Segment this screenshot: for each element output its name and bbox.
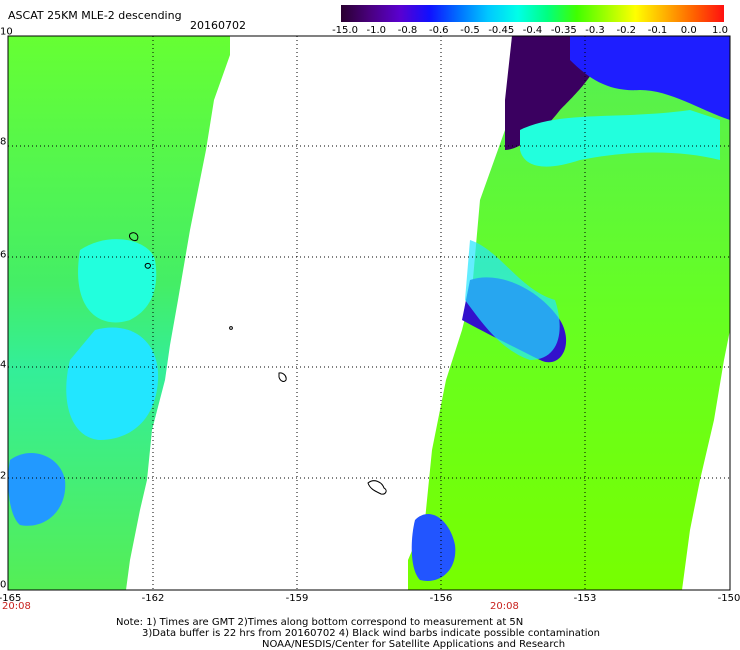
y-tick-label: 4 [0, 359, 7, 371]
colorbar-tick-label: -0.1 [647, 25, 668, 36]
colorbar-tick-label: -0.45 [488, 25, 515, 36]
colorbar-tick-label: -15.0 [332, 25, 358, 36]
island-outline [367, 480, 387, 495]
right-swath [408, 36, 730, 590]
colorbar-tick-label: -0.3 [585, 25, 605, 36]
note-line-3: NOAA/NESDIS/Center for Satellite Applica… [262, 639, 566, 650]
x-tick-label: -159 [285, 593, 309, 604]
island-outline [229, 326, 233, 330]
x-tick-label: -165 [0, 593, 22, 604]
swath-blob [520, 110, 720, 167]
x-tick-label: -150 [717, 593, 740, 604]
colorbar-tick-label: -0.2 [616, 25, 637, 36]
swath-blob [66, 327, 159, 440]
colorbar-tick-label: -0.5 [460, 25, 480, 36]
note-line-2: 3)Data buffer is 22 hrs from 20160702 4)… [142, 628, 600, 639]
swath-blob [411, 514, 456, 581]
swath-blob [465, 240, 560, 360]
x-tick-label: -156 [429, 593, 453, 604]
island-outline [144, 263, 151, 269]
y-tick-label: 6 [0, 249, 7, 261]
swath-blob [570, 36, 730, 120]
y-tick-label: 0 [0, 579, 7, 591]
colorbar-tick-label: -0.8 [397, 25, 418, 36]
island-outline [129, 232, 139, 241]
colorbar-tick-label: -0.6 [428, 25, 449, 36]
colorbar-tick-label: -0.4 [522, 25, 543, 36]
colorbar-tick-label: 1.0 [712, 25, 728, 36]
island-outline [278, 372, 287, 382]
note-line-1: Note: 1) Times are GMT 2)Times along bot… [116, 617, 524, 628]
swath-blob [78, 239, 157, 323]
swath-blob [8, 452, 66, 526]
colorbar-tick-label: -1.0 [366, 25, 387, 36]
product-date: 20160702 [190, 19, 246, 32]
y-tick-label: 10 [0, 26, 13, 38]
x-tick-label: -162 [141, 593, 165, 604]
colorbar [341, 5, 724, 22]
pass-time-left: 20:08 [2, 601, 31, 612]
plot-frame [7, 35, 731, 591]
colorbar-tick-label: 0.0 [680, 25, 697, 36]
product-title: ASCAT 25KM MLE-2 descending [8, 9, 182, 22]
pass-time-right: 20:08 [490, 601, 519, 612]
y-tick-label: 8 [0, 136, 7, 148]
colorbar-tick-label: -0.35 [550, 25, 577, 36]
x-tick-label: -153 [573, 593, 597, 604]
y-tick-label: 2 [0, 470, 7, 482]
